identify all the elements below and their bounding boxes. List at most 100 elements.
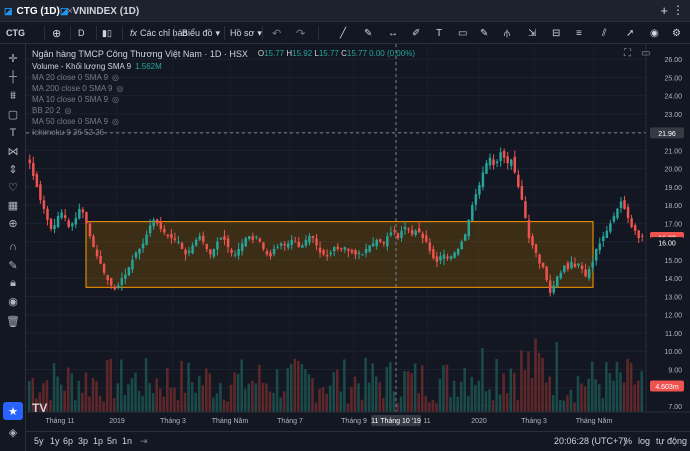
candle-body	[336, 246, 340, 249]
indicator-row[interactable]: MA 200 close 0 SMA 9 ◎	[32, 83, 415, 94]
add-tab-button[interactable]: +	[660, 3, 668, 18]
eye-off-icon[interactable]: ◎	[116, 84, 124, 93]
candlestick-series	[28, 147, 644, 297]
range-1d[interactable]: 1n	[122, 436, 133, 446]
tab-vnindex[interactable]: ◪ VNINDEX (1D)	[60, 3, 139, 19]
trash-icon[interactable]: 🗑︎	[6, 315, 20, 328]
eye-off-icon[interactable]: ◎	[112, 95, 120, 104]
candle	[233, 250, 237, 258]
compare-add-icon[interactable]: ⊕	[52, 27, 62, 40]
range-5y[interactable]: 5y	[34, 436, 44, 446]
eye-icon[interactable]: ◉	[8, 295, 18, 308]
range-6m[interactable]: 6p	[63, 436, 74, 446]
volume-bar	[307, 374, 311, 412]
magnet-icon[interactable]: ∩	[9, 241, 17, 253]
symbol-search-button[interactable]: CTG	[6, 25, 25, 41]
layers-icon[interactable]: ◈	[8, 426, 18, 439]
candle	[446, 253, 449, 261]
clock-time[interactable]: 20:06:28 (UTC+7)	[554, 436, 627, 446]
tab-ctg[interactable]: ◪ CTG (1D) ×	[4, 3, 73, 19]
lock-pen-icon[interactable]: ✎	[8, 259, 18, 272]
volume-bar	[343, 359, 346, 412]
percent-toggle[interactable]: %	[624, 436, 633, 446]
candle-body	[513, 156, 517, 173]
eye-off-icon[interactable]: ◎	[64, 106, 72, 115]
toolbar-divider	[44, 26, 45, 40]
candle-body	[212, 248, 216, 257]
camera-icon[interactable]: ◉	[650, 27, 659, 39]
indicator-row[interactable]: MA 10 close 0 SMA 9 ◎	[32, 94, 415, 105]
crosshair-icon[interactable]: ✛	[8, 52, 18, 65]
date-range-icon[interactable]: ⇥	[140, 436, 148, 446]
chart-type-button[interactable]: Biểu đồ ▾	[182, 25, 220, 41]
fullscreen-icon[interactable]: ⛶	[624, 48, 631, 59]
pen-icon[interactable]: ✎	[364, 27, 373, 39]
brush-icon[interactable]: ✐	[412, 27, 421, 39]
gann-icon[interactable]: ⊟	[552, 27, 561, 39]
close-icon[interactable]: ×	[66, 5, 73, 17]
volume-bar	[63, 390, 66, 412]
volume-bar	[378, 382, 382, 412]
candle	[361, 253, 364, 256]
candle	[49, 218, 53, 232]
range-1m[interactable]: 1p	[93, 436, 104, 446]
forecast-icon[interactable]: ⇲	[528, 27, 537, 39]
interval-button[interactable]: D	[78, 25, 85, 41]
ruler-icon[interactable]: ↔	[388, 27, 398, 39]
arrow-icon[interactable]: ➚	[626, 27, 635, 39]
time-tick-label: Tháng 7	[277, 418, 303, 425]
ruler-icon[interactable]: ▦	[7, 199, 19, 212]
indicator-row[interactable]: Ichimoku 9 26 52 26	[32, 127, 415, 138]
zoom-icon[interactable]: ⊕	[8, 217, 18, 230]
log-toggle[interactable]: log	[638, 436, 651, 446]
minimize-icon[interactable]: ▭	[641, 48, 651, 59]
indicator-row[interactable]: BB 20 2 ◎	[32, 105, 415, 116]
volume-bar	[275, 369, 279, 412]
candle-body	[322, 250, 325, 255]
profile-button[interactable]: Hồ sơ ▾	[230, 25, 262, 41]
redo-icon[interactable]: ↷	[296, 27, 306, 40]
candle-body	[265, 251, 269, 255]
indicators-button[interactable]: fx Các chỉ báo	[130, 25, 188, 41]
candle	[389, 226, 393, 238]
price-tick-label: 15.00	[664, 258, 682, 265]
lock-icon[interactable]: 🔒︎	[10, 276, 16, 289]
candle-body	[173, 238, 177, 240]
star-icon[interactable]: ★	[3, 402, 23, 420]
text-icon[interactable]: T	[9, 127, 17, 139]
heart-icon[interactable]: ♡	[8, 181, 18, 194]
settings-icon[interactable]: ⚙	[672, 27, 681, 39]
eye-off-icon[interactable]: ◎	[112, 73, 120, 82]
candle-type-icon[interactable]: ▮▯	[102, 27, 112, 38]
candle	[311, 235, 315, 244]
fibonacci-icon[interactable]: ≡	[576, 27, 582, 39]
rectangle-tool-icon[interactable]: ▭	[458, 27, 468, 39]
candle	[425, 230, 428, 244]
volume-legend-row[interactable]: Volume - Khối lượng SMA 9 1.562M	[32, 61, 415, 72]
range-rectangle-drawing[interactable]	[85, 221, 594, 288]
parallel-channel-icon[interactable]: ⫽	[602, 27, 607, 39]
indicator-row[interactable]: MA 20 close 0 SMA 9 ◎	[32, 72, 415, 83]
pitchfork-icon[interactable]: ⫛	[504, 27, 510, 39]
pattern-icon[interactable]: ⋈	[7, 145, 19, 158]
candle-body	[60, 212, 63, 218]
trend-line-icon[interactable]: ╱	[340, 27, 347, 39]
brush-icon[interactable]: ✎	[480, 27, 489, 39]
range-5d[interactable]: 5n	[107, 436, 118, 446]
range-3m[interactable]: 3p	[78, 436, 89, 446]
auto-toggle[interactable]: tự động	[656, 436, 688, 446]
rectangle-icon[interactable]: ▢	[7, 108, 19, 121]
undo-icon[interactable]: ↶	[272, 27, 282, 40]
channel-icon[interactable]: ⩩	[10, 89, 16, 102]
volume-bar	[385, 366, 389, 412]
eye-off-icon[interactable]: ◎	[112, 117, 120, 126]
text-tool-icon[interactable]: T	[436, 27, 443, 39]
indicator-row[interactable]: MA 50 close 0 SMA 9 ◎	[32, 116, 415, 127]
measure-icon[interactable]: ⇕	[8, 163, 18, 176]
volume-bar	[251, 380, 254, 412]
horizontal-line-icon[interactable]: ┼	[9, 71, 17, 83]
more-menu-icon[interactable]: ⋮	[672, 3, 684, 17]
price-tick-label: 14.00	[664, 276, 682, 283]
price-chart[interactable]: 7.008.009.0010.0011.0012.0013.0014.0015.…	[26, 44, 690, 431]
range-1y[interactable]: 1y	[50, 436, 60, 446]
